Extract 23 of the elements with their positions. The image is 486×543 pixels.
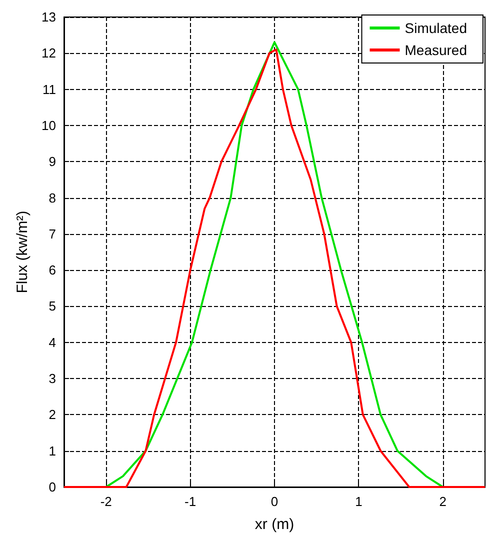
y-tick-label: 5 bbox=[48, 298, 56, 314]
x-tick-label: 2 bbox=[439, 494, 447, 509]
x-tick-label: -2 bbox=[100, 494, 112, 509]
x-tick-label: -1 bbox=[184, 494, 196, 509]
y-tick-label: 8 bbox=[48, 190, 56, 206]
legend-label: Measured bbox=[404, 42, 468, 58]
legend-label: Simulated bbox=[404, 20, 468, 36]
y-tick-label: 7 bbox=[48, 226, 56, 242]
x-tick-label: 0 bbox=[270, 494, 278, 509]
y-tick-label: 10 bbox=[42, 118, 56, 133]
y-tick-label: 9 bbox=[48, 154, 56, 170]
y-tick-label: 0 bbox=[48, 480, 56, 494]
y-tick-label: 11 bbox=[42, 82, 56, 97]
y-axis-title: Flux (kw/m²) bbox=[14, 210, 31, 294]
y-tick-label: 13 bbox=[42, 10, 56, 24]
y-tick-label: 3 bbox=[48, 371, 56, 386]
y-tick-label: 6 bbox=[48, 262, 56, 278]
y-tick-label: 1 bbox=[48, 443, 56, 458]
x-tick-label: 1 bbox=[355, 494, 362, 509]
y-tick-label: 12 bbox=[42, 46, 56, 61]
y-tick-label: 2 bbox=[48, 407, 56, 422]
y-tick-label: 4 bbox=[48, 334, 56, 350]
x-axis-title: xr (m) bbox=[254, 516, 294, 533]
